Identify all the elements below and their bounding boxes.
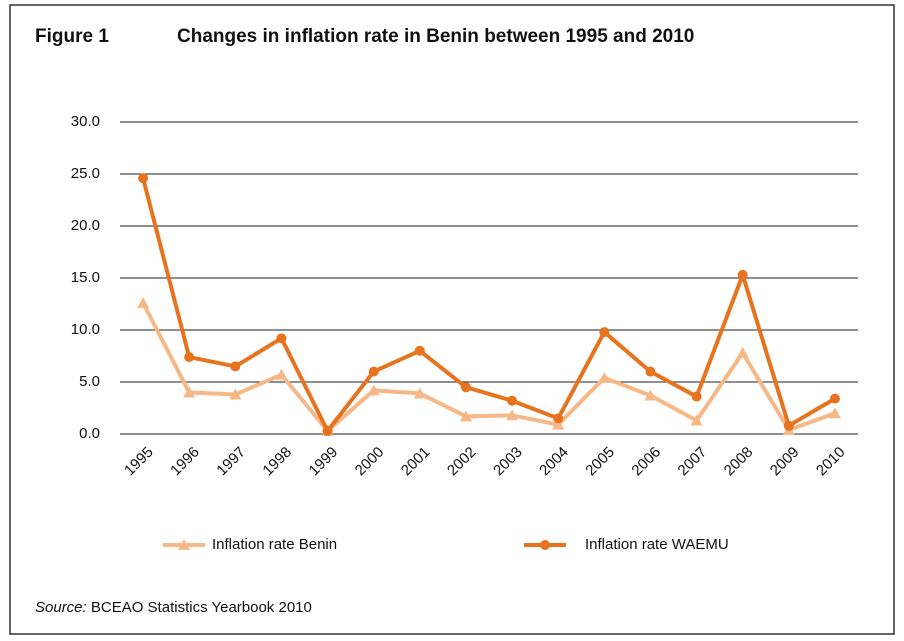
legend-label: Inflation rate WAEMU [585,536,729,553]
y-tick-label: 20.0 [71,217,100,234]
x-tick-label: 2002 [444,444,480,480]
chart-title: Changes in inflation rate in Benin betwe… [177,26,694,47]
point [506,409,519,421]
x-tick-label: 1996 [167,444,203,480]
x-tick-label: 2001 [398,444,434,480]
point [184,352,195,363]
point [230,361,241,372]
x-tick-label: 1995 [121,444,157,480]
point [691,391,702,402]
point [459,410,472,422]
point [178,539,190,550]
x-tick-label: 1998 [259,444,295,480]
point [736,346,749,358]
point [138,173,149,184]
y-tick-label: 0.0 [79,425,100,442]
point [598,371,611,383]
source-label: Source: [35,599,87,616]
x-tick-label: 2009 [767,444,803,480]
point [737,269,748,280]
x-tick-label: 2003 [490,444,526,480]
point [599,327,610,338]
point [229,388,242,400]
legend-label: Inflation rate Benin [212,536,337,553]
point [322,425,333,436]
y-tick-label: 5.0 [79,373,100,390]
x-tick-label: 1999 [306,444,342,480]
source: Source: BCEAO Statistics Yearbook 2010 [35,599,312,616]
point [783,420,794,431]
series-line [141,302,836,433]
point [460,382,471,393]
figure-label: Figure 1 [35,26,109,47]
point [540,540,550,550]
point [276,333,287,344]
y-tick-label: 25.0 [71,165,100,182]
y-tick-label: 30.0 [71,113,100,130]
x-tick-label: 2010 [813,444,849,480]
point [368,366,379,377]
x-tick-label: 2007 [675,444,711,480]
point [414,345,425,356]
point [183,386,196,398]
point [553,413,564,424]
x-tick-label: 2000 [352,444,388,480]
point [645,366,656,377]
point [137,296,150,308]
point [413,387,426,399]
point [690,414,703,426]
series-line [141,177,836,433]
point [367,384,380,396]
point [275,368,288,380]
point [828,407,841,419]
point [552,418,565,430]
point [829,393,840,404]
source-text: BCEAO Statistics Yearbook 2010 [91,599,312,616]
x-tick-label: 1997 [213,444,249,480]
point [644,389,657,401]
x-tick-label: 2006 [628,444,664,480]
frame [9,4,895,635]
y-tick-label: 10.0 [71,321,100,338]
point [507,395,518,406]
y-tick-label: 15.0 [71,269,100,286]
x-tick-label: 2004 [536,444,572,480]
x-tick-label: 2008 [721,444,757,480]
x-tick-label: 2005 [582,444,618,480]
